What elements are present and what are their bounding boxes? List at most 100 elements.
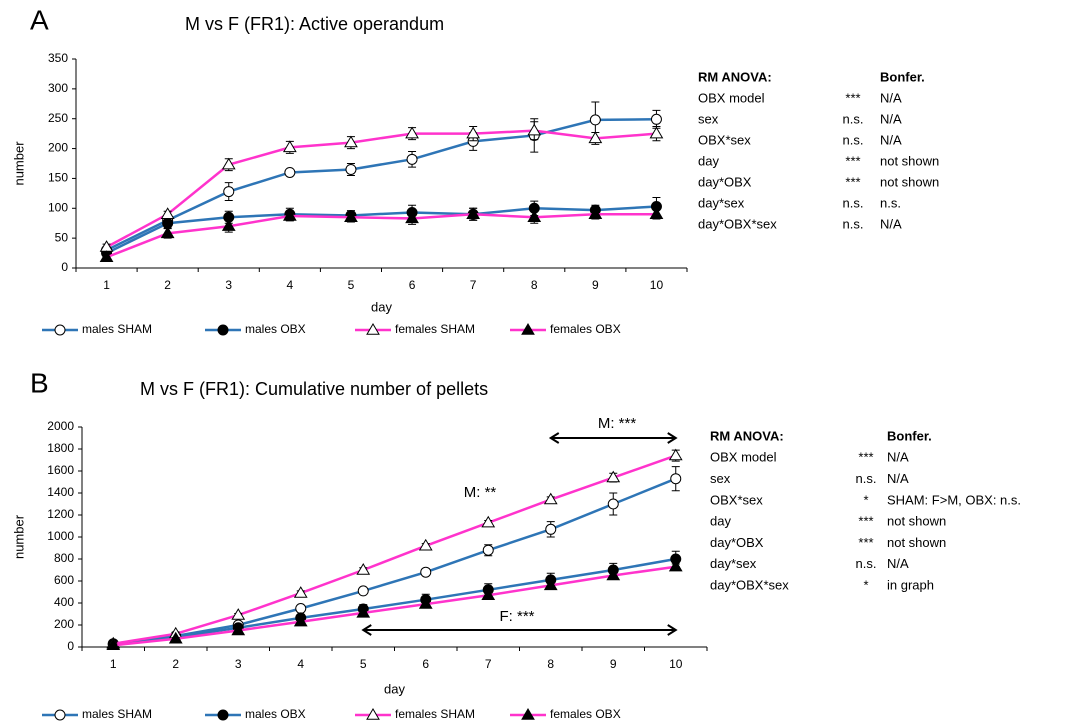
data-point bbox=[589, 114, 601, 126]
y-tick-label: 1600 bbox=[47, 463, 74, 477]
y-tick-label: 1200 bbox=[47, 507, 74, 521]
table-cell: n.s. bbox=[843, 132, 864, 147]
data-point bbox=[282, 140, 297, 153]
y-tick-label: 800 bbox=[54, 551, 74, 565]
data-point bbox=[418, 597, 433, 609]
x-tick-label: 1 bbox=[103, 278, 110, 292]
annotation: M: ** bbox=[464, 484, 497, 501]
data-point bbox=[405, 126, 419, 139]
panel-label: B bbox=[30, 367, 49, 398]
data-point bbox=[543, 578, 558, 591]
table-cell: OBX model bbox=[698, 90, 765, 105]
table-cell: *** bbox=[845, 153, 860, 168]
table-header: RM ANOVA: bbox=[710, 428, 784, 443]
x-tick-label: 3 bbox=[235, 657, 242, 671]
legend-marker bbox=[521, 323, 535, 335]
annotation-arrow bbox=[361, 624, 678, 636]
legend-marker bbox=[366, 708, 380, 720]
chart-title: M vs F (FR1): Active operandum bbox=[185, 14, 444, 34]
legend-label: males SHAM bbox=[82, 707, 152, 721]
data-point bbox=[606, 470, 621, 483]
data-point bbox=[527, 123, 542, 136]
table-cell: not shown bbox=[887, 514, 946, 529]
table-cell: N/A bbox=[887, 450, 909, 465]
legend-marker bbox=[366, 323, 380, 335]
x-tick-label: 10 bbox=[669, 657, 683, 671]
y-tick-label: 0 bbox=[67, 639, 74, 653]
legend-marker bbox=[54, 709, 66, 721]
legend-marker bbox=[217, 324, 229, 336]
x-tick-label: 3 bbox=[225, 278, 232, 292]
data-point bbox=[466, 207, 481, 219]
table-cell: n.s. bbox=[880, 195, 901, 210]
data-point bbox=[481, 588, 496, 600]
y-axis-label: number bbox=[11, 141, 26, 186]
table-cell: *** bbox=[858, 450, 873, 465]
series-line bbox=[106, 118, 657, 252]
table-cell: not shown bbox=[880, 153, 939, 168]
table-cell: *** bbox=[845, 174, 860, 189]
x-tick-label: 8 bbox=[531, 278, 538, 292]
table-cell: N/A bbox=[880, 132, 902, 147]
legend-marker bbox=[54, 324, 66, 336]
y-tick-label: 1400 bbox=[47, 485, 74, 499]
x-tick-label: 8 bbox=[547, 657, 554, 671]
y-tick-label: 600 bbox=[54, 573, 74, 587]
x-tick-label: 7 bbox=[485, 657, 492, 671]
table-header: RM ANOVA: bbox=[698, 69, 772, 84]
table-cell: in graph bbox=[887, 578, 934, 593]
data-point bbox=[223, 186, 235, 198]
data-point bbox=[106, 638, 121, 651]
legend-marker bbox=[217, 709, 229, 721]
x-tick-label: 2 bbox=[164, 278, 171, 292]
data-point bbox=[588, 207, 603, 219]
data-point bbox=[284, 166, 296, 178]
table-cell: n.s. bbox=[843, 195, 864, 210]
table-cell: N/A bbox=[880, 90, 902, 105]
table-cell: N/A bbox=[887, 556, 909, 571]
data-point bbox=[356, 563, 371, 575]
legend-label: females SHAM bbox=[395, 707, 475, 721]
table-cell: *** bbox=[845, 90, 860, 105]
data-point bbox=[345, 163, 357, 175]
data-point bbox=[418, 538, 433, 551]
x-tick-label: 7 bbox=[470, 278, 477, 292]
x-tick-label: 2 bbox=[172, 657, 179, 671]
data-point bbox=[295, 603, 307, 614]
data-point bbox=[420, 566, 432, 578]
y-tick-label: 250 bbox=[48, 111, 68, 125]
data-point bbox=[650, 113, 662, 125]
series-line bbox=[113, 454, 677, 645]
legend-label: males OBX bbox=[245, 707, 306, 721]
series-line bbox=[113, 557, 676, 646]
data-point bbox=[543, 492, 558, 505]
table-cell: day bbox=[710, 514, 731, 529]
data-point bbox=[160, 207, 175, 219]
table-cell: n.s. bbox=[843, 111, 864, 126]
y-tick-label: 400 bbox=[54, 595, 74, 609]
y-tick-label: 150 bbox=[48, 171, 68, 185]
table-cell: not shown bbox=[887, 535, 946, 550]
data-point bbox=[293, 586, 308, 598]
table-cell: day*sex bbox=[698, 195, 745, 210]
data-point bbox=[344, 135, 358, 148]
data-point bbox=[670, 473, 682, 485]
table-cell: sex bbox=[710, 471, 731, 486]
x-tick-label: 6 bbox=[422, 657, 429, 671]
legend-label: females OBX bbox=[550, 707, 621, 721]
table-cell: day*sex bbox=[710, 556, 757, 571]
table-cell: *** bbox=[858, 514, 873, 529]
data-point bbox=[588, 131, 603, 144]
x-tick-label: 10 bbox=[650, 278, 664, 292]
data-point bbox=[221, 157, 236, 170]
annotation: F: *** bbox=[499, 608, 534, 625]
legend-marker bbox=[521, 708, 535, 720]
x-tick-label: 9 bbox=[592, 278, 599, 292]
series-line bbox=[113, 565, 676, 647]
data-point bbox=[344, 210, 358, 222]
table-cell: n.s. bbox=[856, 556, 877, 571]
table-cell: * bbox=[863, 492, 868, 507]
data-point bbox=[405, 211, 419, 224]
x-tick-label: 4 bbox=[287, 278, 294, 292]
y-tick-label: 100 bbox=[48, 200, 68, 214]
